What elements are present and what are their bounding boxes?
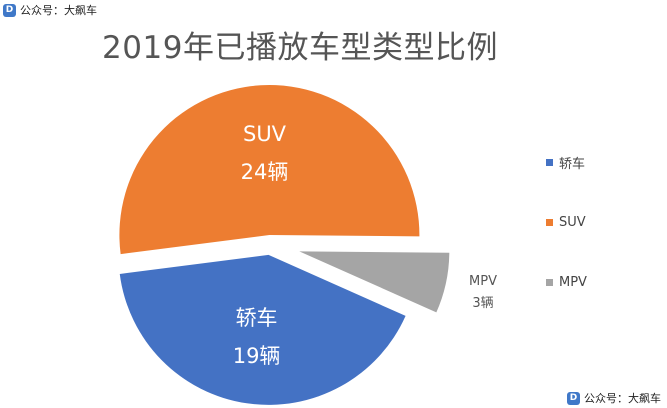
legend-item-sedan: 轿车 [546,152,587,172]
square-d-logo-icon: D [567,391,580,405]
watermark-top: D 公众号：大飙车 [3,2,97,18]
watermark-text: 公众号：大飙车 [20,4,97,17]
pie-slice-sedan [119,254,406,405]
legend-label-mpv: MPV [559,274,587,290]
slice-value-label-sedan: 19辆 [233,344,281,368]
legend-label-suv: SUV [559,214,586,230]
legend-swatch-sedan [546,158,553,166]
pie-slice-suv [119,85,420,255]
square-d-logo-icon: D [3,3,16,17]
watermark-text: 公众号：大飙车 [584,392,661,405]
legend-swatch-mpv [546,278,553,286]
legend-item-suv: SUV [546,212,587,232]
slice-label-mpv: MPV [469,274,497,289]
pie-slice-mpv [299,251,450,313]
slice-label-suv: SUV [243,122,287,146]
chart-title: 2019年已播放车型类型比例 [102,30,498,66]
slice-value-label-mpv: 3辆 [472,296,493,311]
legend-label-sedan: 轿车 [559,156,586,172]
legend-item-mpv: MPV [546,272,587,292]
slice-label-sedan: 轿车 [236,306,278,330]
slice-value-label-suv: 24辆 [241,160,289,184]
chart-legend: 轿车 SUV MPV [546,152,587,332]
watermark-bottom: D 公众号：大飙车 [567,390,661,406]
legend-swatch-suv [546,218,553,226]
